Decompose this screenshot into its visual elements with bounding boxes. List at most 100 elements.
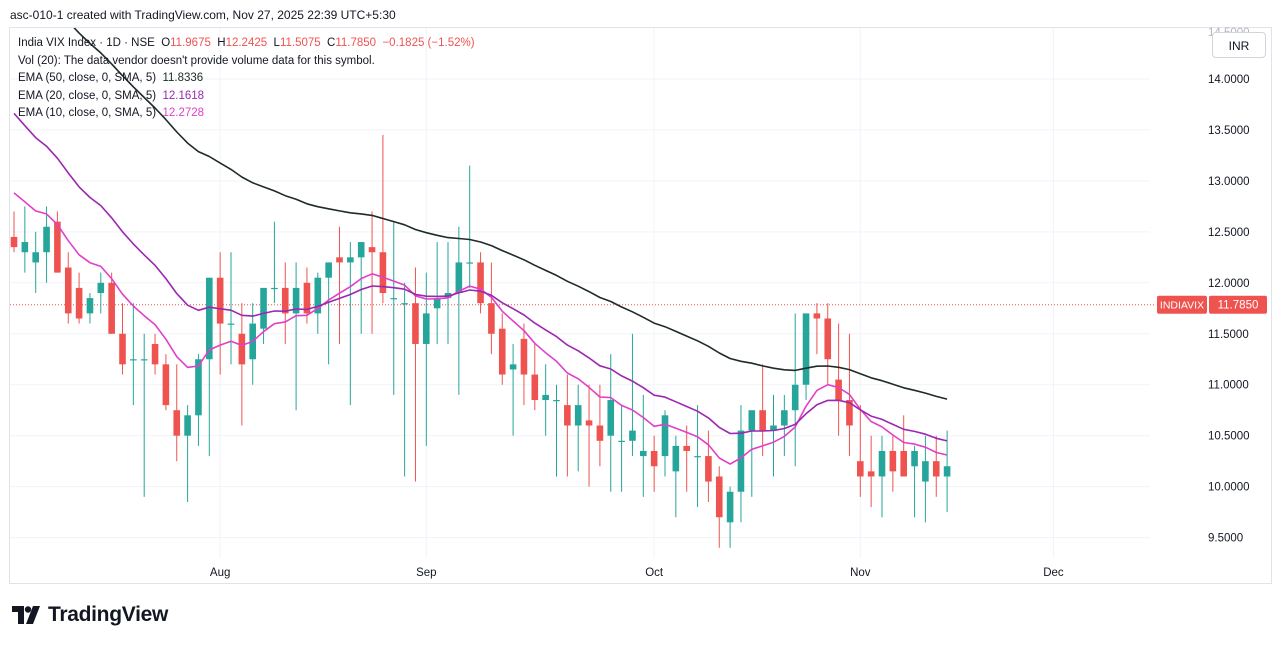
candle-body[interactable] [715, 476, 723, 518]
candle-body[interactable] [216, 277, 224, 324]
candle-body[interactable] [412, 303, 419, 344]
candle-body[interactable] [173, 410, 181, 436]
candle-body[interactable] [672, 445, 680, 472]
candle-body[interactable] [911, 450, 918, 467]
candle-body[interactable] [737, 430, 745, 492]
candle-body[interactable] [227, 323, 235, 325]
candle-body[interactable] [455, 262, 463, 293]
candle-body[interactable] [813, 313, 821, 319]
candle-body[interactable] [336, 257, 343, 263]
candle-body[interactable] [770, 425, 777, 431]
legend-ema10-row[interactable]: EMA (10, close, 0, SMA, 5) 12.2728 [18, 105, 475, 123]
candle-body[interactable] [629, 430, 636, 441]
candle-body[interactable] [683, 445, 690, 451]
candle-body[interactable] [835, 379, 842, 401]
candle-body[interactable] [379, 252, 387, 293]
candle-body[interactable] [86, 298, 94, 314]
candle-body[interactable] [10, 236, 18, 248]
candle-body[interactable] [781, 410, 788, 426]
candle-body[interactable] [119, 333, 126, 365]
candle-body[interactable] [368, 247, 376, 253]
candle-body[interactable] [151, 343, 159, 365]
candle-body[interactable] [162, 364, 170, 406]
candle-body[interactable] [878, 450, 886, 477]
candle-body[interactable] [271, 287, 278, 290]
candle-body[interactable] [206, 277, 213, 360]
legend-ema20-row[interactable]: EMA (20, close, 0, SMA, 5) 12.1618 [18, 88, 475, 106]
candle-body[interactable] [867, 471, 875, 477]
ema10-line[interactable] [13, 192, 948, 465]
candle-body[interactable] [423, 313, 430, 344]
candle-body[interactable] [477, 262, 484, 304]
chart-frame[interactable] [9, 27, 1272, 584]
candle-body[interactable] [509, 364, 517, 370]
candle-body[interactable] [433, 298, 441, 309]
ema20-line[interactable] [13, 112, 948, 442]
candle-body[interactable] [618, 440, 625, 442]
candle-body[interactable] [650, 450, 658, 467]
candle-body[interactable] [498, 328, 506, 375]
candle-body[interactable] [531, 374, 539, 401]
symbol-price-tag [1157, 295, 1207, 314]
candle-body[interactable] [900, 450, 907, 477]
candle-body[interactable] [140, 359, 148, 361]
candle-body[interactable] [108, 282, 115, 334]
candle-body[interactable] [661, 415, 669, 457]
candle-body[interactable] [553, 400, 560, 402]
candle-body[interactable] [314, 277, 322, 314]
candle-body[interactable] [184, 415, 191, 436]
candle-body[interactable] [292, 287, 300, 314]
candle-body[interactable] [303, 282, 311, 314]
candle-body[interactable] [488, 303, 495, 334]
candle-body[interactable] [43, 226, 50, 253]
candle-body[interactable] [726, 491, 734, 523]
candle-body[interactable] [260, 287, 267, 329]
legend-volume-row[interactable]: Vol (20): The data vendor doesn't provid… [18, 54, 375, 67]
ema50-line[interactable] [14, 0, 948, 400]
candle-body[interactable] [542, 394, 549, 401]
y-tick-label: 13.0000 [1208, 176, 1250, 188]
candle-body[interactable] [759, 410, 766, 431]
candle-body[interactable] [596, 425, 604, 441]
candle-body[interactable] [748, 410, 756, 431]
candle-body[interactable] [585, 420, 593, 426]
candle-body[interactable] [889, 450, 897, 472]
candle-body[interactable] [75, 287, 83, 319]
candle-body[interactable] [932, 461, 940, 477]
y-tick-label: 12.0000 [1208, 278, 1250, 290]
candle-body[interactable] [824, 318, 832, 360]
candle-body[interactable] [857, 461, 864, 477]
candle-body[interactable] [564, 405, 571, 426]
candle-body[interactable] [520, 338, 528, 375]
candle-body[interactable] [694, 456, 701, 458]
candle-body[interactable] [640, 450, 647, 457]
candle-body[interactable] [347, 257, 354, 263]
candle-body[interactable] [390, 298, 398, 300]
candle-body[interactable] [846, 400, 853, 426]
candle-body[interactable] [943, 466, 951, 477]
candle-body[interactable] [130, 359, 137, 361]
candle-body[interactable] [21, 242, 29, 253]
candle-body[interactable] [195, 359, 202, 416]
candle-body[interactable] [54, 221, 61, 273]
candle-body[interactable] [791, 384, 799, 411]
legend-symbol[interactable]: India VIX Index · 1D · NSE [18, 37, 155, 49]
currency-button[interactable]: INR [1212, 32, 1266, 58]
candle-body[interactable] [97, 282, 105, 293]
candle-body[interactable] [466, 262, 473, 264]
candle-body[interactable] [401, 303, 408, 305]
candle-body[interactable] [705, 456, 712, 482]
candle-body[interactable] [922, 461, 929, 482]
tradingview-brand[interactable]: TradingView [12, 603, 168, 627]
candle-body[interactable] [281, 287, 289, 314]
candle-body[interactable] [802, 313, 810, 385]
legend-ema50-row[interactable]: EMA (50, close, 0, SMA, 5) 11.8336 [18, 70, 475, 88]
candle-body[interactable] [64, 267, 72, 314]
candle-body[interactable] [574, 405, 582, 426]
candle-body[interactable] [32, 252, 39, 263]
candle-body[interactable] [238, 333, 246, 365]
candle-body[interactable] [357, 242, 365, 258]
candle-body[interactable] [607, 400, 615, 436]
candle-body[interactable] [325, 262, 332, 278]
